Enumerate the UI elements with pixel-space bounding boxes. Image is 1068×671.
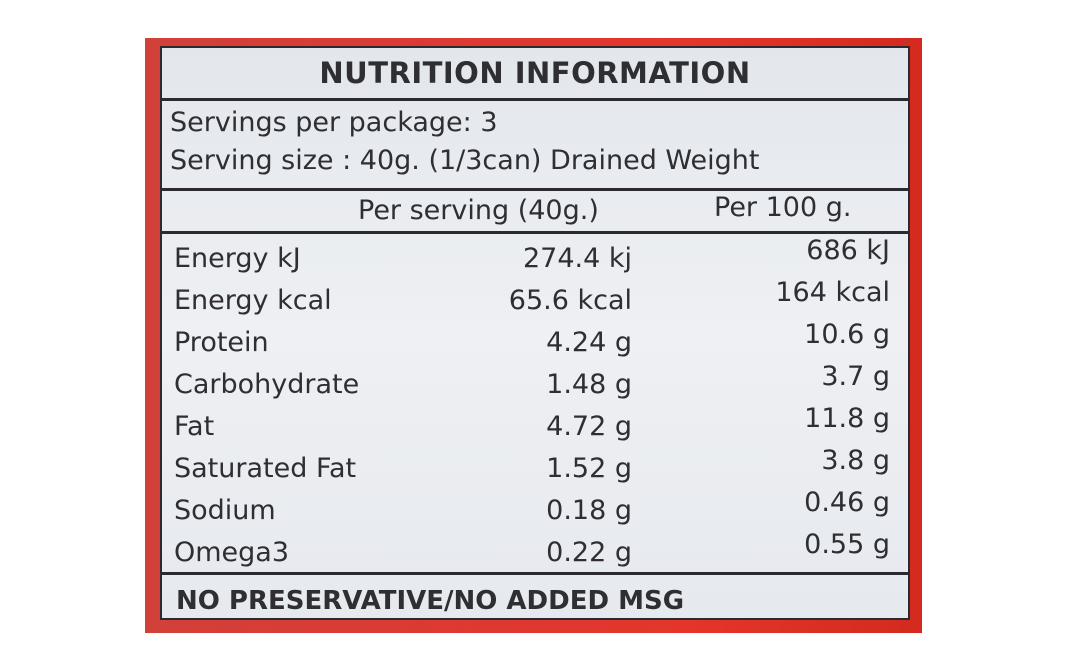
nutrition-label: NUTRITION INFORMATION Servings per packa…: [160, 46, 910, 620]
table-cell: Energy kJ: [174, 243, 301, 274]
table-cell: 4.72 g: [546, 411, 632, 442]
table-cell: 0.46 g: [804, 487, 890, 518]
table-cell: 3.8 g: [821, 445, 890, 476]
table-cell: 164 kcal: [775, 277, 890, 308]
rows-band: Energy kJ 274.4 kj 686 kJ Energy kcal 65.6 k…: [162, 234, 908, 575]
servings-line: Serving size : 40g. (1/3can) Drained Wei…: [170, 145, 760, 176]
title-band: NUTRITION INFORMATION: [162, 48, 908, 101]
header-band: Per serving (40g.) Per 100 g.: [162, 191, 908, 234]
table-cell: 0.18 g: [546, 495, 632, 526]
table-cell: 4.24 g: [546, 327, 632, 358]
table-cell: Saturated Fat: [174, 453, 357, 484]
table-cell: 686 kJ: [806, 235, 890, 266]
column-header: Per serving (40g.): [358, 195, 599, 226]
servings-line: Servings per package: 3: [170, 107, 498, 138]
table-cell: Protein: [174, 327, 269, 358]
footer: NO PRESERVATIVE/NO ADDED MSG: [176, 586, 685, 616]
table-cell: Omega3: [174, 537, 290, 568]
table-cell: Carbohydrate: [174, 369, 360, 400]
table-cell: Energy kcal: [174, 285, 332, 316]
servings-band: Servings per package: 3 Serving size : 4…: [162, 100, 908, 191]
table-cell: Sodium: [174, 495, 276, 526]
table-cell: Fat: [174, 411, 215, 442]
column-header: Per 100 g.: [714, 192, 852, 223]
title: NUTRITION INFORMATION: [319, 56, 751, 90]
table-cell: 65.6 kcal: [508, 285, 632, 316]
table-cell: 274.4 kj: [522, 243, 632, 274]
table-cell: 10.6 g: [804, 319, 890, 350]
table-cell: 3.7 g: [821, 361, 890, 392]
table-cell: 0.22 g: [546, 537, 632, 568]
table-cell: 1.48 g: [546, 369, 632, 400]
table-cell: 0.55 g: [804, 529, 890, 560]
table-cell: 11.8 g: [804, 403, 890, 434]
table-cell: 1.52 g: [546, 453, 632, 484]
